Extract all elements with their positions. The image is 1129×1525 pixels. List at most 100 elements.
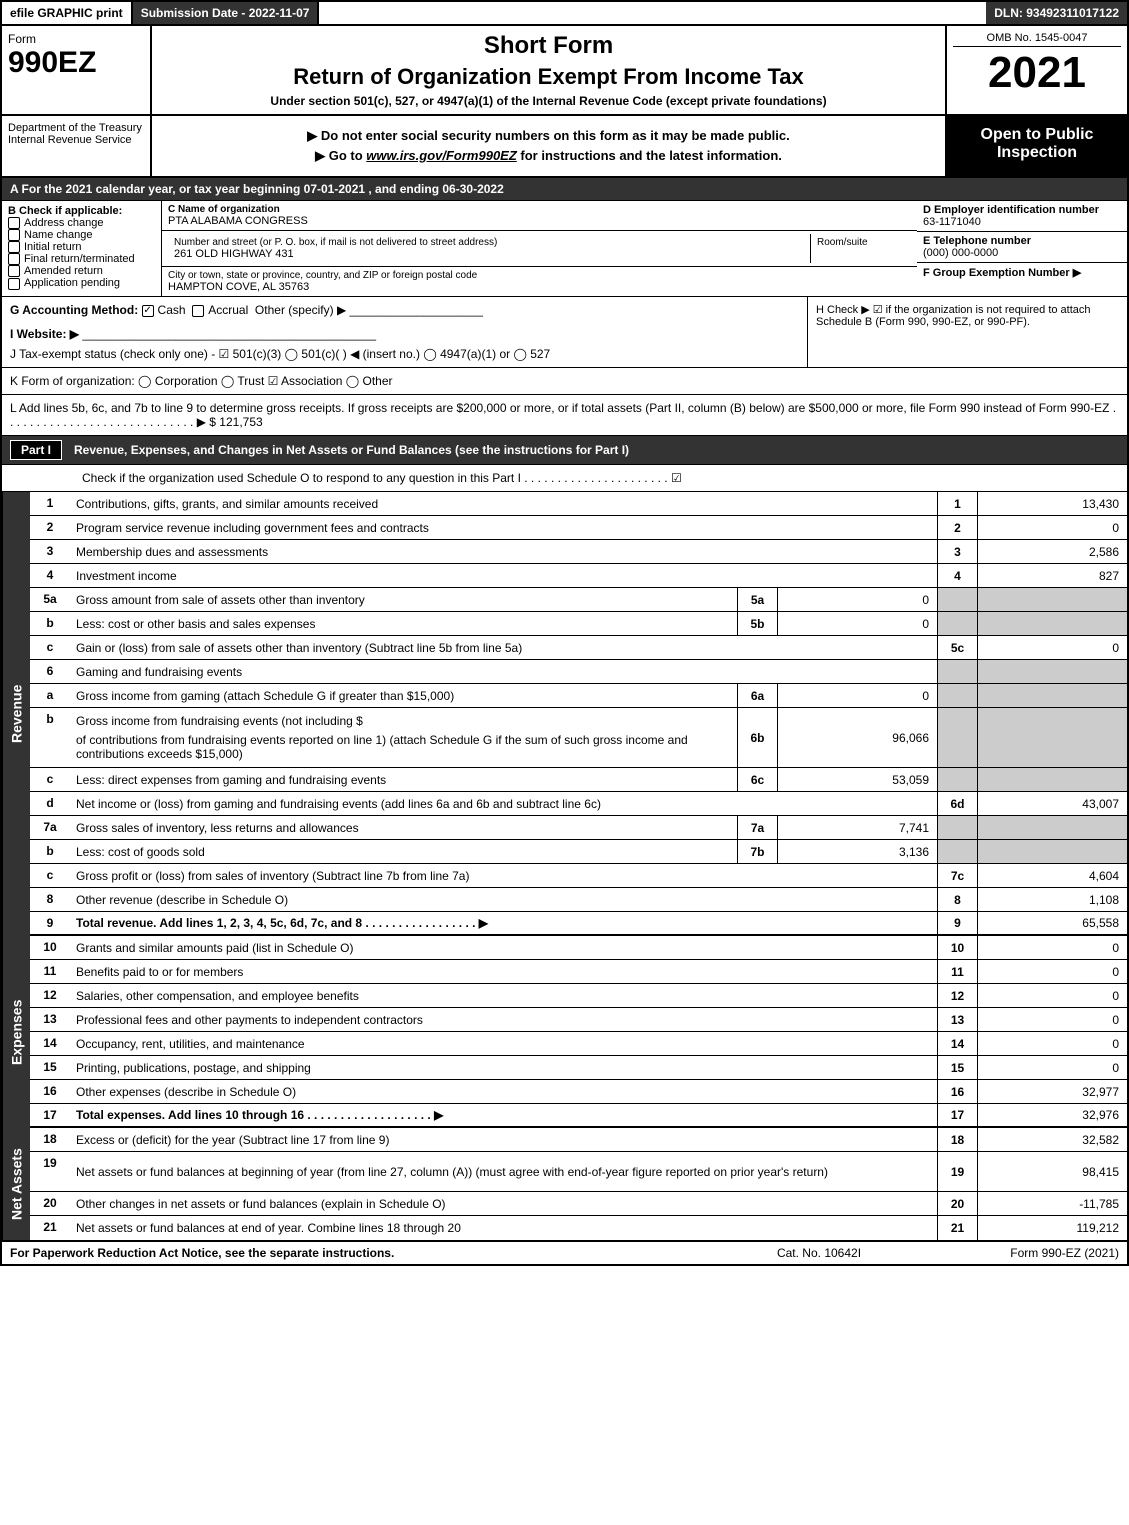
line-a-tax-year: A For the 2021 calendar year, or tax yea… — [0, 178, 1129, 201]
line-12: 12Salaries, other compensation, and empl… — [30, 984, 1127, 1008]
title-box: Short Form Return of Organization Exempt… — [152, 26, 947, 114]
chk-amended[interactable]: Amended return — [8, 265, 155, 277]
line-16: 16Other expenses (describe in Schedule O… — [30, 1080, 1127, 1104]
header-row-2: Department of the Treasury Internal Reve… — [0, 116, 1129, 178]
g-other: Other (specify) ▶ — [255, 303, 346, 317]
revenue-table: Revenue 1Contributions, gifts, grants, a… — [0, 492, 1129, 936]
chk-name[interactable]: Name change — [8, 229, 155, 241]
phone-label: E Telephone number — [923, 235, 1121, 247]
open-public-box: Open to Public Inspection — [947, 116, 1127, 176]
line-8: 8Other revenue (describe in Schedule O)8… — [30, 888, 1127, 912]
irs-link[interactable]: www.irs.gov/Form990EZ — [366, 148, 517, 163]
line-20: 20Other changes in net assets or fund ba… — [30, 1192, 1127, 1216]
line-1: 1Contributions, gifts, grants, and simil… — [30, 492, 1127, 516]
g-label: G Accounting Method: — [10, 303, 138, 317]
footer-paperwork: For Paperwork Reduction Act Notice, see … — [10, 1246, 719, 1260]
group-label: F Group Exemption Number ▶ — [923, 266, 1121, 279]
chk-accrual[interactable] — [192, 305, 204, 317]
ein-label: D Employer identification number — [923, 204, 1121, 216]
part-1-title: Revenue, Expenses, and Changes in Net As… — [74, 443, 629, 457]
line-10: 10Grants and similar amounts paid (list … — [30, 936, 1127, 960]
line-5b: bLess: cost or other basis and sales exp… — [30, 612, 1127, 636]
line-14: 14Occupancy, rent, utilities, and mainte… — [30, 1032, 1127, 1056]
return-title: Return of Organization Exempt From Incom… — [162, 64, 935, 90]
submission-date: Submission Date - 2022-11-07 — [133, 2, 320, 24]
street-row: Number and street (or P. O. box, if mail… — [162, 231, 917, 267]
chk-cash[interactable] — [142, 305, 154, 317]
row-g-h: G Accounting Method: Cash Accrual Other … — [0, 297, 1129, 368]
dln-label: DLN: 93492311017122 — [986, 2, 1127, 24]
side-expenses: Expenses — [2, 936, 30, 1128]
line-1-val: 13,430 — [977, 492, 1127, 515]
group-row: F Group Exemption Number ▶ — [917, 263, 1127, 282]
line-19: 19Net assets or fund balances at beginni… — [30, 1152, 1127, 1192]
col-d-ids: D Employer identification number 63-1171… — [917, 201, 1127, 296]
part-1-badge: Part I — [10, 440, 62, 460]
row-l: L Add lines 5b, 6c, and 7b to line 9 to … — [0, 395, 1129, 436]
line-6a: aGross income from gaming (attach Schedu… — [30, 684, 1127, 708]
line-6b: bGross income from fundraising events (n… — [30, 708, 1127, 768]
identity-section: B Check if applicable: Address change Na… — [0, 201, 1129, 297]
expenses-table: Expenses 10Grants and similar amounts pa… — [0, 936, 1129, 1128]
street-value: 261 OLD HIGHWAY 431 — [174, 248, 804, 260]
phone-row: E Telephone number (000) 000-0000 — [917, 232, 1127, 263]
efile-label: efile GRAPHIC print — [2, 2, 133, 24]
ein-row: D Employer identification number 63-1171… — [917, 201, 1127, 232]
tax-year: 2021 — [953, 51, 1121, 95]
spacer — [319, 2, 986, 24]
row-l-value: 121,753 — [219, 415, 262, 429]
line-21: 21Net assets or fund balances at end of … — [30, 1216, 1127, 1240]
goto-line: ▶ Go to www.irs.gov/Form990EZ for instru… — [160, 148, 937, 164]
side-revenue: Revenue — [2, 492, 30, 936]
chk-pending[interactable]: Application pending — [8, 277, 155, 289]
form-word: Form — [8, 32, 144, 46]
short-form-label: Short Form — [162, 32, 935, 60]
line-11: 11Benefits paid to or for members110 — [30, 960, 1127, 984]
top-bar: efile GRAPHIC print Submission Date - 20… — [0, 0, 1129, 26]
line-3: 3Membership dues and assessments32,586 — [30, 540, 1127, 564]
form-number-box: Form 990EZ — [2, 26, 152, 114]
line-15: 15Printing, publications, postage, and s… — [30, 1056, 1127, 1080]
line-18: 18Excess or (deficit) for the year (Subt… — [30, 1128, 1127, 1152]
row-i: I Website: ▶ — [10, 327, 79, 341]
line-2: 2Program service revenue including gover… — [30, 516, 1127, 540]
line-4: 4Investment income4827 — [30, 564, 1127, 588]
col-b-checkboxes: B Check if applicable: Address change Na… — [2, 201, 162, 296]
warning-line: ▶ Do not enter social security numbers o… — [160, 128, 937, 144]
chk-initial[interactable]: Initial return — [8, 241, 155, 253]
row-k: K Form of organization: ◯ Corporation ◯ … — [0, 368, 1129, 395]
row-l-text: L Add lines 5b, 6c, and 7b to line 9 to … — [10, 401, 1116, 429]
org-name-label: C Name of organization — [168, 204, 911, 215]
goto-post: for instructions and the latest informat… — [517, 148, 782, 163]
org-name: PTA ALABAMA CONGRESS — [168, 215, 911, 227]
line-5a: 5aGross amount from sale of assets other… — [30, 588, 1127, 612]
dept-label: Department of the Treasury Internal Reve… — [2, 116, 152, 176]
phone-value: (000) 000-0000 — [923, 247, 1121, 259]
col-b-title: B Check if applicable: — [8, 205, 155, 217]
line-9: 9Total revenue. Add lines 1, 2, 3, 4, 5c… — [30, 912, 1127, 936]
row-g: G Accounting Method: Cash Accrual Other … — [2, 297, 807, 367]
row-j: J Tax-exempt status (check only one) - ☑… — [10, 347, 799, 361]
footer-catno: Cat. No. 10642I — [719, 1246, 919, 1260]
omb-number: OMB No. 1545-0047 — [953, 32, 1121, 47]
line-1-desc: Contributions, gifts, grants, and simila… — [70, 492, 937, 515]
line-5c: cGain or (loss) from sale of assets othe… — [30, 636, 1127, 660]
goto-pre: ▶ Go to — [315, 148, 366, 163]
org-name-row: C Name of organization PTA ALABAMA CONGR… — [162, 201, 917, 231]
city-label: City or town, state or province, country… — [168, 270, 911, 281]
year-box: OMB No. 1545-0047 2021 — [947, 26, 1127, 114]
chk-final[interactable]: Final return/terminated — [8, 253, 155, 265]
subtitle: Under section 501(c), 527, or 4947(a)(1)… — [162, 94, 935, 108]
net-assets-table: Net Assets 18Excess or (deficit) for the… — [0, 1128, 1129, 1242]
city-row: City or town, state or province, country… — [162, 267, 917, 296]
side-netassets: Net Assets — [2, 1128, 30, 1240]
row-h: H Check ▶ ☑ if the organization is not r… — [807, 297, 1127, 367]
line-7c: cGross profit or (loss) from sales of in… — [30, 864, 1127, 888]
room-label: Room/suite — [817, 237, 905, 248]
col-c-org-info: C Name of organization PTA ALABAMA CONGR… — [162, 201, 917, 296]
city-value: HAMPTON COVE, AL 35763 — [168, 281, 911, 293]
line-6d: dNet income or (loss) from gaming and fu… — [30, 792, 1127, 816]
part-1-check: Check if the organization used Schedule … — [0, 465, 1129, 492]
chk-address[interactable]: Address change — [8, 217, 155, 229]
street-label: Number and street (or P. O. box, if mail… — [174, 237, 804, 248]
